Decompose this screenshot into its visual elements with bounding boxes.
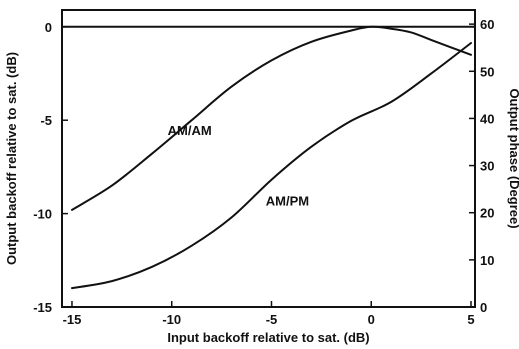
series-line-am-pm xyxy=(71,42,472,290)
y2-tick-label: 60 xyxy=(480,17,494,32)
curve-label-am-pm: AM/PM xyxy=(266,194,309,209)
y-tick-label: -10 xyxy=(33,207,52,222)
x-tick-label: -15 xyxy=(63,312,82,327)
y-tick-label: 0 xyxy=(45,20,52,35)
x-tick-label: 0 xyxy=(368,312,375,327)
series-layer xyxy=(71,25,472,290)
y2-tick-label: 30 xyxy=(480,159,494,174)
labels-layer: -15 -10 -5 0 50-5-10-15 0102030405060AM/AMAM/… xyxy=(33,17,494,327)
x-tick-label: -5 xyxy=(266,312,278,327)
series-line-am-am xyxy=(71,25,472,211)
plot-frame xyxy=(61,9,476,308)
y2-tick-label: 20 xyxy=(480,206,494,221)
y2-tick-label: 40 xyxy=(480,111,494,126)
y2-tick-label: 50 xyxy=(480,64,494,79)
y2-tick-label: 0 xyxy=(480,300,487,315)
curve-label-am-am: AM/AM xyxy=(168,123,212,138)
y2-axis-title: Output phase (Degree) xyxy=(507,88,519,228)
y-tick-label: -15 xyxy=(33,300,52,315)
x-tick-label: -10 xyxy=(162,312,181,327)
y-axis-title: Output backoff relative to sat. (dB) xyxy=(4,52,19,265)
y2-tick-label: 10 xyxy=(480,253,494,268)
axes-layer xyxy=(61,9,476,308)
x-tick-label: 5 xyxy=(467,312,474,327)
x-axis-title: Input backoff relative to sat. (dB) xyxy=(167,330,369,345)
y-tick-label: -5 xyxy=(40,113,52,128)
